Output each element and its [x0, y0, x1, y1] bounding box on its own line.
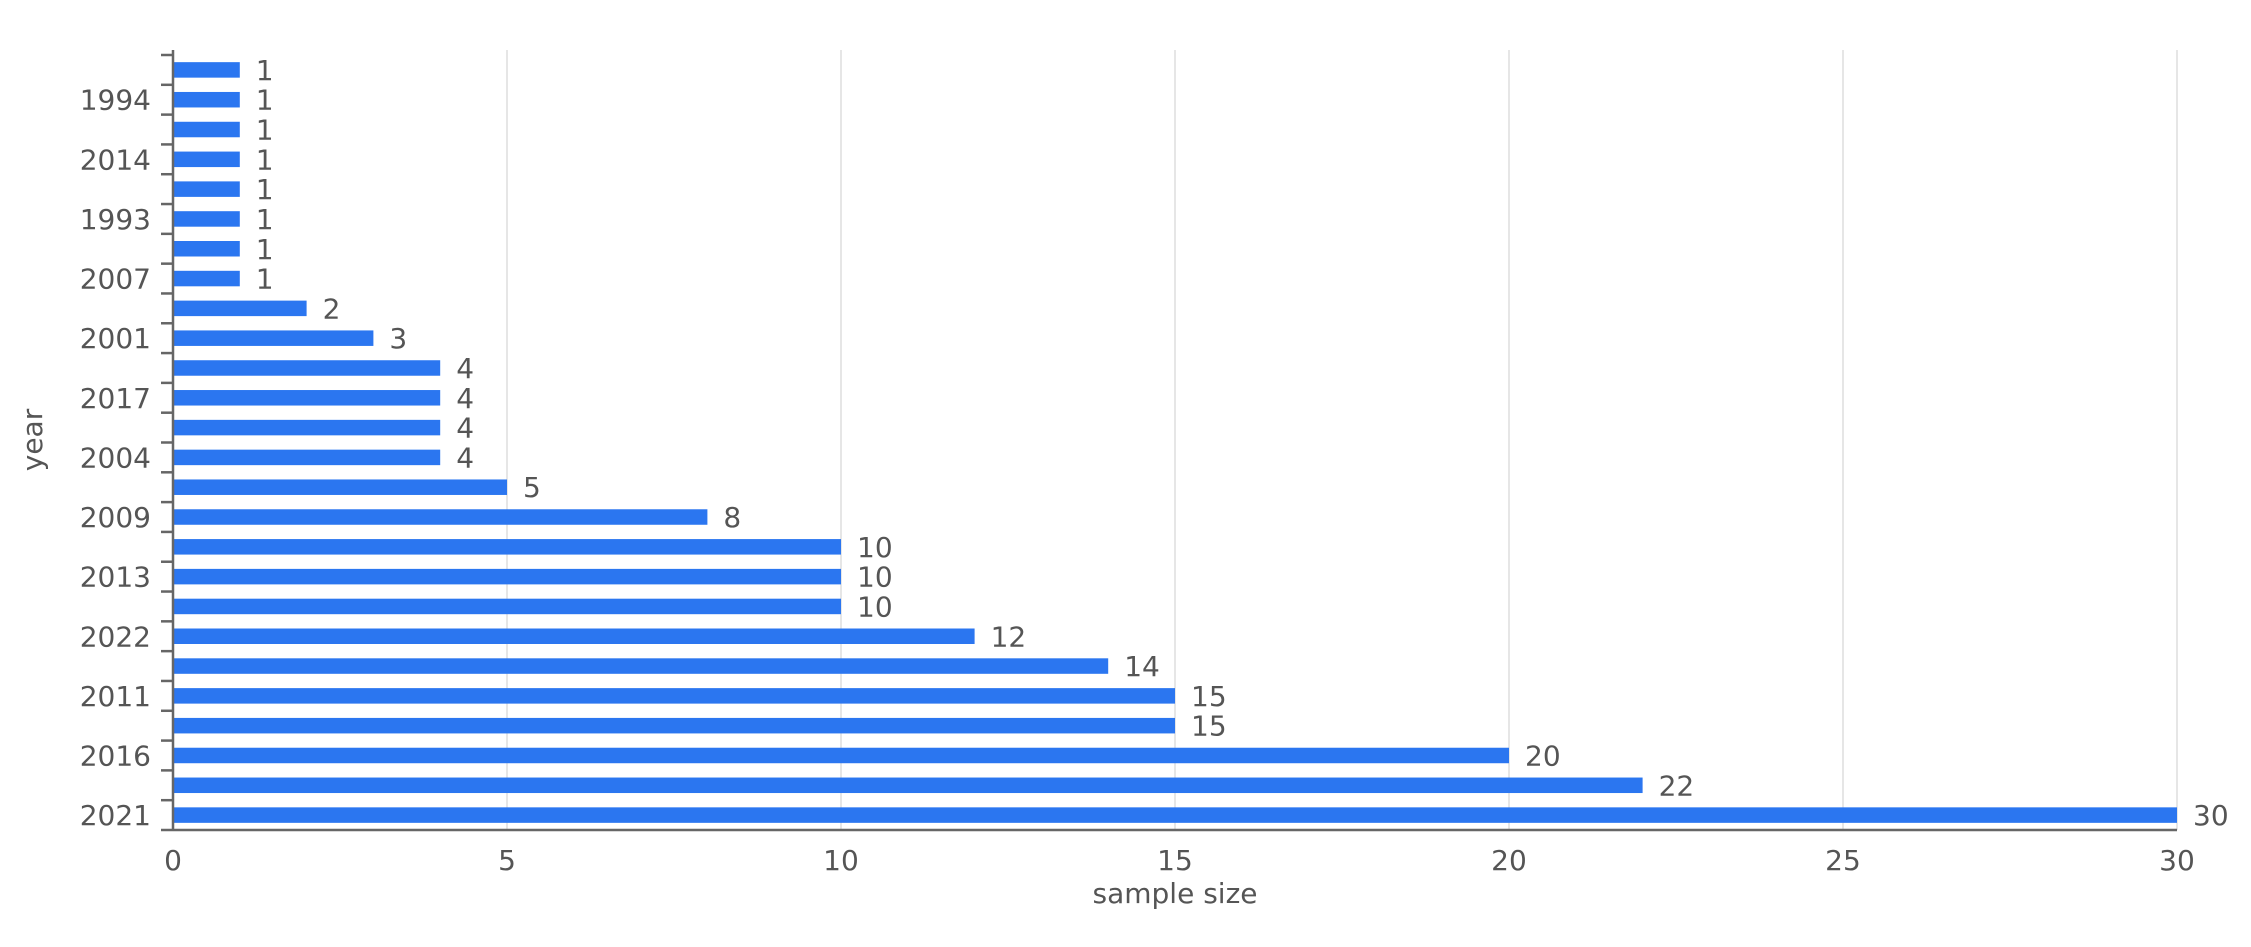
- data-label: 4: [456, 352, 474, 385]
- bar: [173, 211, 240, 227]
- bar: [173, 688, 1175, 704]
- data-label: 1: [256, 114, 274, 147]
- bar: [173, 717, 1175, 734]
- y-tick-label: 2017: [80, 382, 151, 415]
- data-label: 2: [323, 292, 341, 325]
- data-label: 8: [723, 501, 741, 534]
- gridlines: [506, 50, 2178, 830]
- data-label: 5: [523, 471, 541, 504]
- data-label: 1: [256, 54, 274, 87]
- y-tick-label: 2021: [80, 799, 151, 832]
- data-label: 3: [389, 322, 407, 355]
- data-label: 1: [256, 233, 274, 266]
- bar: [173, 151, 240, 168]
- data-label: 30: [2193, 799, 2229, 832]
- data-label: 20: [1525, 739, 1561, 772]
- bar: [173, 628, 975, 644]
- data-label: 10: [857, 531, 893, 564]
- data-label: 1: [256, 143, 274, 176]
- y-tick-label: 1994: [80, 84, 151, 117]
- data-label: 4: [456, 382, 474, 415]
- data-label: 4: [456, 441, 474, 474]
- bars: [173, 62, 2177, 823]
- y-tick-label: 2014: [80, 143, 151, 176]
- y-axis-title: year: [16, 408, 49, 471]
- data-label: 12: [991, 620, 1027, 653]
- bar: [173, 777, 1643, 794]
- bar: [173, 539, 841, 555]
- axes: 0 5 10 15 20 25 301994201419932007200120172004…: [80, 50, 2195, 877]
- bar: [173, 91, 240, 108]
- bar: [173, 479, 507, 495]
- data-label: 1: [256, 173, 274, 206]
- bar: [173, 360, 441, 376]
- data-label: 4: [456, 412, 474, 445]
- x-tick-label: 5: [498, 844, 516, 877]
- y-tick-label: 2009: [80, 501, 151, 534]
- y-tick-label: 2001: [80, 322, 151, 355]
- data-label: 14: [1124, 650, 1160, 683]
- x-tick-label: 15: [1157, 844, 1193, 877]
- y-tick-label: 2007: [80, 263, 151, 296]
- bar: [173, 509, 708, 525]
- bar: [173, 598, 841, 615]
- data-label: 15: [1191, 680, 1227, 713]
- y-tick-label: 2004: [80, 441, 151, 474]
- bar: [173, 807, 2177, 823]
- bar: [173, 241, 240, 257]
- bar: [173, 449, 441, 466]
- y-tick-label: 2013: [80, 561, 151, 594]
- bar: [173, 747, 1509, 764]
- data-label: 1: [256, 84, 274, 117]
- bar: [173, 419, 441, 436]
- x-tick-label: 0: [164, 844, 182, 877]
- data-label: 1: [256, 263, 274, 296]
- y-tick-label: 2011: [80, 680, 151, 713]
- x-tick-label: 20: [1491, 844, 1527, 877]
- data-label: 10: [857, 590, 893, 623]
- data-label: 1: [256, 203, 274, 236]
- y-tick-label: 2022: [80, 620, 151, 653]
- data-label: 22: [1659, 769, 1695, 802]
- x-axis-title: sample size: [1093, 877, 1258, 910]
- bar: [173, 270, 240, 287]
- bar: [173, 658, 1109, 674]
- data-label: 15: [1191, 710, 1227, 743]
- bar: [173, 568, 841, 585]
- data-label: 10: [857, 561, 893, 594]
- x-tick-label: 30: [2159, 844, 2195, 877]
- bar: [173, 330, 374, 346]
- bar: [173, 300, 307, 317]
- bar: [173, 121, 240, 138]
- bar: [173, 390, 441, 406]
- bar: [173, 62, 240, 78]
- x-tick-label: 10: [823, 844, 859, 877]
- bar: [173, 181, 240, 197]
- x-tick-label: 25: [1825, 844, 1861, 877]
- y-tick-label: 1993: [80, 203, 151, 236]
- y-tick-label: 2016: [80, 739, 151, 772]
